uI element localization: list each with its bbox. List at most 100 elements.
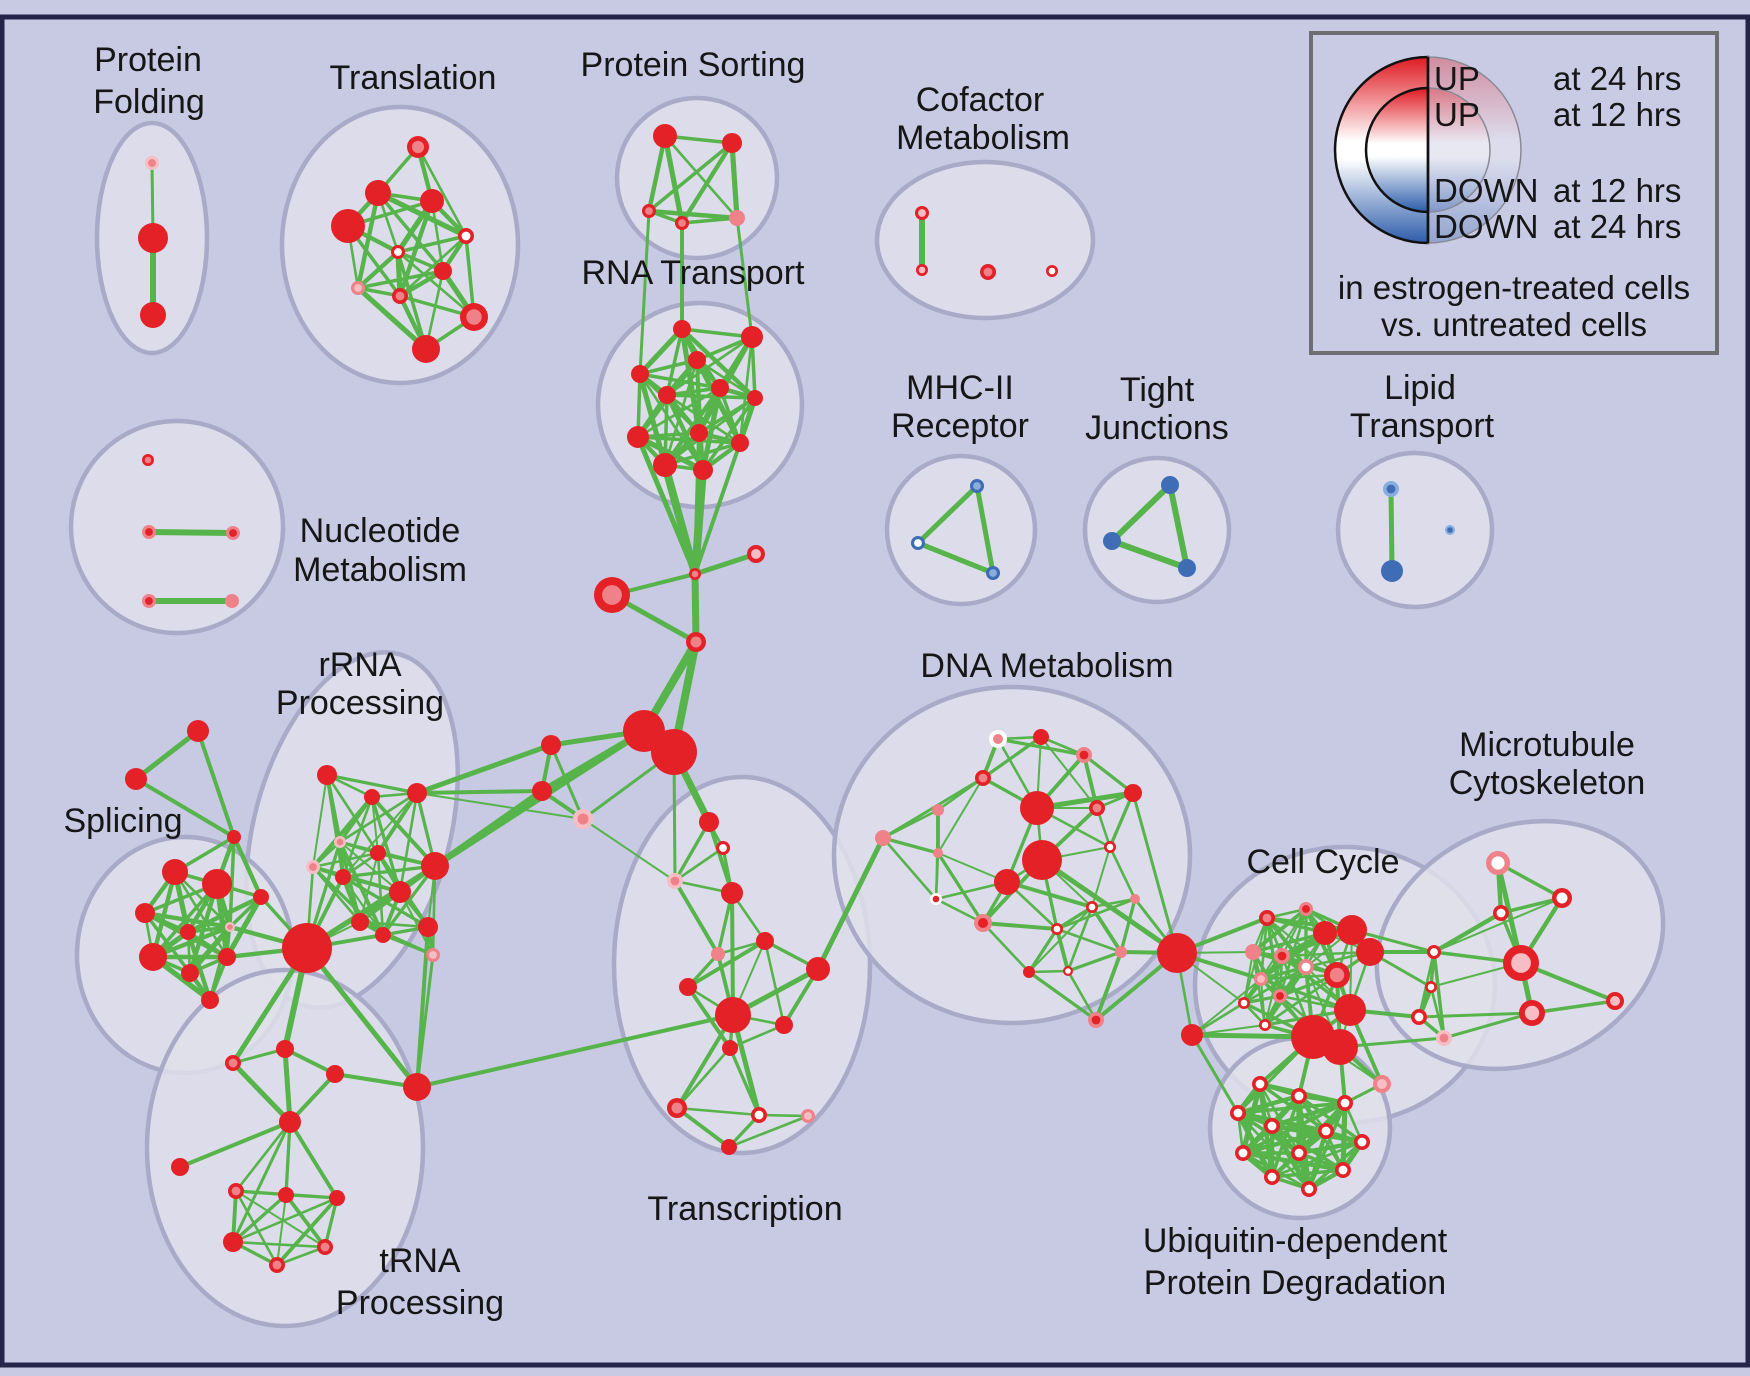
legend-caption-line2: vs. untreated cells — [1381, 306, 1647, 343]
edge-mt0-mt1 — [1496, 861, 1564, 900]
node-sp3 — [180, 924, 196, 940]
node-cc10-core — [1276, 992, 1284, 1000]
edge-bn-u3 — [1190, 1033, 1240, 1115]
edge-d14-d16 — [1055, 905, 1094, 931]
edge-ps1-ps4 — [729, 140, 740, 221]
edge-r0-r5 — [325, 773, 380, 855]
edge-mt4-mt9 — [1432, 950, 1446, 1040]
node-u5-core — [1321, 1126, 1331, 1136]
node-q5-core — [272, 1260, 282, 1270]
node-r4-core — [309, 863, 317, 871]
node-th — [279, 1111, 301, 1133]
node-t10 — [412, 335, 440, 363]
node-lp1 — [1381, 560, 1403, 582]
node-cl2-core — [577, 813, 589, 825]
edge-x5-x8 — [686, 939, 767, 989]
edge-t5-t7 — [355, 249, 401, 291]
edge-d10-d15 — [1108, 845, 1137, 901]
edge-r0-r2 — [325, 773, 419, 795]
edge-d12-x4 — [881, 836, 938, 901]
node-x12-core — [671, 1102, 683, 1114]
cluster-mhc-ii-receptor-ellipse — [884, 453, 1038, 607]
node-lp0-core — [1386, 484, 1396, 494]
node-cl1 — [532, 781, 552, 801]
cluster-label-ubiquitin-degradation-line1: Protein Degradation — [1144, 1264, 1446, 1302]
node-q4-core — [320, 1242, 330, 1252]
edge-d16-d18 — [1027, 927, 1059, 974]
node-x4 — [875, 830, 891, 846]
node-cc7-core — [1301, 962, 1311, 972]
cluster-label-protein-folding-line0: Protein — [94, 41, 202, 79]
node-pf1 — [138, 223, 168, 253]
node-rt9 — [731, 434, 749, 452]
node-ps0 — [653, 124, 677, 148]
edge-cl0-cl2 — [549, 743, 585, 821]
cluster-label-trna-processing-line1: Processing — [336, 1284, 504, 1322]
node-d16-core — [1053, 925, 1061, 933]
node-t9-core — [466, 309, 482, 325]
node-pf0-core — [148, 159, 156, 167]
node-cc8-core — [1329, 967, 1345, 983]
node-pr-core — [1377, 1079, 1387, 1089]
node-d14-core — [1088, 903, 1096, 911]
edge-st0-st2 — [196, 729, 236, 839]
edge-ps0-ps2 — [646, 133, 668, 214]
node-cl0 — [541, 735, 561, 755]
legend: UP UP DOWN DOWN at 24 hrs at 12 hrs at 1… — [1309, 31, 1719, 355]
edge-d11-x4 — [881, 836, 940, 855]
cluster-transcription-ellipse — [611, 774, 873, 1156]
edge-rt6-rt11 — [701, 396, 757, 472]
node-c1-core — [690, 636, 702, 648]
node-m2-core — [989, 569, 997, 577]
edge-lp0-lp1 — [1388, 486, 1395, 574]
cluster-label-lipid-transport-line1: Transport — [1350, 407, 1495, 445]
edge-th-q3 — [231, 1120, 292, 1244]
edge-rt2-rt3 — [638, 358, 699, 376]
node-r2 — [407, 783, 427, 803]
edge-r1-r6 — [341, 795, 374, 879]
node-mt0-core — [1491, 856, 1505, 870]
edge-m1-m2 — [915, 540, 996, 576]
edge-d18-d20 — [1027, 970, 1098, 1022]
node-d17 — [1115, 946, 1127, 958]
legend-down-12-time: at 12 hrs — [1553, 172, 1681, 209]
node-u0-core — [1255, 1079, 1265, 1089]
node-n4 — [225, 594, 239, 608]
node-n0-core — [144, 456, 152, 464]
node-t4-core — [461, 231, 471, 241]
node-mt1-core — [1556, 892, 1568, 904]
node-q3 — [223, 1232, 243, 1252]
edge-rt2-rt6 — [695, 358, 757, 400]
edge-rt1-rt5 — [665, 335, 754, 397]
node-st0 — [187, 720, 209, 742]
edge-d6-bb — [1039, 857, 1180, 956]
edge-r8-r9 — [358, 920, 430, 929]
cluster-lipid-transport-ellipse — [1335, 450, 1495, 610]
node-mt2-core — [1496, 908, 1506, 918]
edge-ps1-ps2 — [647, 141, 734, 213]
edge-d7-d14 — [1005, 880, 1094, 909]
edge-cl2-x2 — [582, 818, 676, 882]
node-x1-core — [719, 844, 727, 852]
edge-d13-d18 — [981, 921, 1031, 974]
cluster-labels: Protein Folding Translation Protein Sorting… — [63, 41, 1645, 1322]
node-t0-core — [411, 140, 425, 154]
node-r1 — [364, 789, 380, 805]
edge-cl0-r2 — [414, 742, 554, 796]
edge-x12-x15 — [675, 1106, 731, 1149]
edge-sp2-sp4 — [142, 910, 233, 930]
edge-d17-d20 — [1094, 950, 1123, 1022]
edge-cc9-cc13 — [1260, 978, 1266, 1026]
edge-r3-r7 — [339, 841, 401, 893]
cluster-dna-metabolism-ellipse — [831, 684, 1193, 1026]
edge-st0-st1 — [133, 728, 201, 782]
node-d10-core — [1106, 843, 1114, 851]
node-d7 — [994, 869, 1020, 895]
node-d12-core — [932, 895, 940, 903]
cluster-label-nucleotide-metabolism-line0: Nucleotide — [300, 512, 461, 550]
node-rb — [403, 1073, 431, 1101]
node-rt2 — [688, 351, 706, 369]
edge-t4-t5 — [396, 234, 468, 254]
node-rt8 — [627, 426, 649, 448]
